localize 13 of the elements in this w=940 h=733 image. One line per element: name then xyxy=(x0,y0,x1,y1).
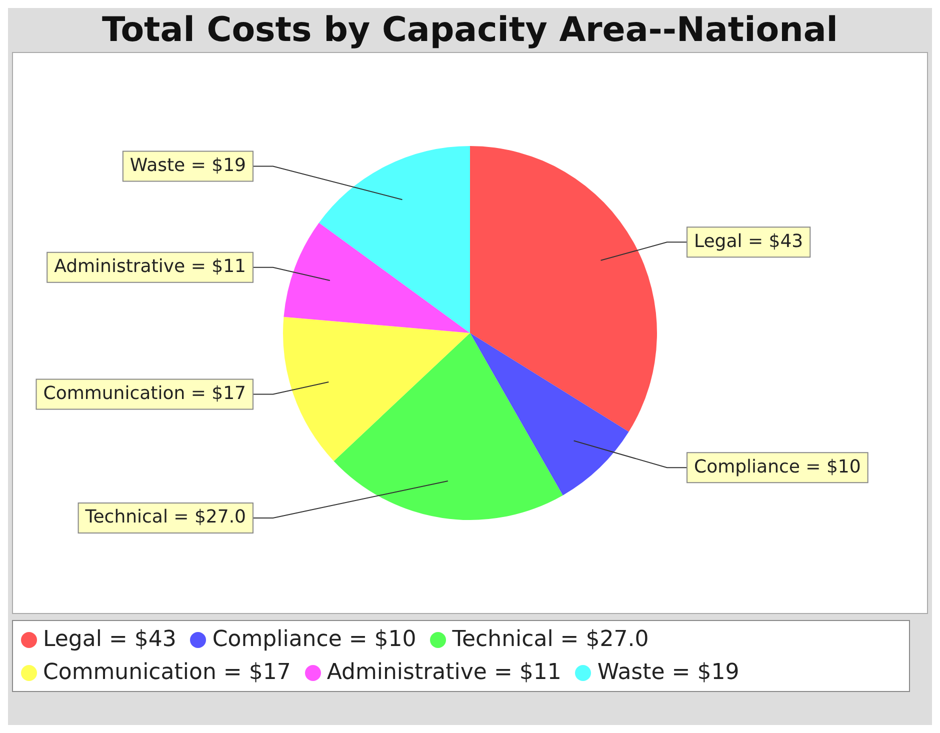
slice-label: Communication = $17 xyxy=(43,382,246,404)
legend-label: Administrative = $11 xyxy=(326,660,562,685)
slice-label: Technical = $27.0 xyxy=(84,506,246,528)
slice-label: Waste = $19 xyxy=(130,154,246,176)
slice-label: Compliance = $10 xyxy=(694,456,861,478)
chart-title: Total Costs by Capacity Area--National xyxy=(101,9,839,52)
legend-label: Compliance = $10 xyxy=(212,627,416,652)
legend-label: Communication = $17 xyxy=(43,660,291,685)
slice-label: Legal = $43 xyxy=(694,230,804,252)
legend-label: Waste = $19 xyxy=(597,660,740,685)
legend-label: Technical = $27.0 xyxy=(452,627,649,652)
slice-label: Administrative = $11 xyxy=(54,256,246,278)
legend-label: Legal = $43 xyxy=(43,627,176,652)
